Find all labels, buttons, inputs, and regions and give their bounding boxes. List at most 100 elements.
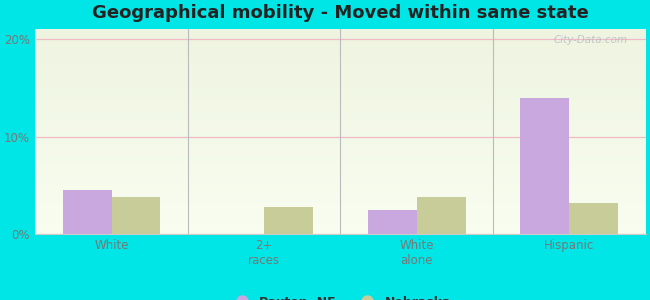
Bar bbox=[35, 170, 646, 172]
Bar bbox=[35, 115, 646, 117]
Bar bbox=[35, 226, 646, 228]
Bar bbox=[35, 88, 646, 91]
Bar bbox=[35, 214, 646, 216]
Bar bbox=[35, 142, 646, 144]
Bar bbox=[35, 193, 646, 195]
Bar bbox=[35, 203, 646, 205]
Bar bbox=[35, 212, 646, 214]
Bar bbox=[35, 230, 646, 232]
Bar bbox=[35, 107, 646, 109]
Bar bbox=[35, 162, 646, 164]
Bar bbox=[569, 203, 618, 234]
Bar bbox=[35, 195, 646, 197]
Bar bbox=[35, 60, 646, 62]
Bar bbox=[35, 95, 646, 97]
Bar bbox=[35, 125, 646, 128]
Bar bbox=[35, 117, 646, 119]
Bar bbox=[35, 218, 646, 220]
Bar bbox=[35, 181, 646, 183]
Bar bbox=[35, 201, 646, 203]
Bar bbox=[264, 207, 313, 234]
Bar bbox=[35, 80, 646, 83]
Bar bbox=[35, 101, 646, 103]
Bar bbox=[35, 172, 646, 175]
Bar bbox=[35, 72, 646, 74]
Bar bbox=[35, 87, 646, 88]
Bar bbox=[35, 109, 646, 111]
Bar bbox=[35, 124, 646, 125]
Bar bbox=[35, 70, 646, 72]
Bar bbox=[35, 197, 646, 199]
Bar bbox=[35, 111, 646, 113]
Bar bbox=[35, 54, 646, 56]
Bar bbox=[35, 46, 646, 48]
Bar bbox=[35, 183, 646, 185]
Bar bbox=[35, 58, 646, 60]
Bar bbox=[35, 140, 646, 142]
Bar bbox=[35, 38, 646, 40]
Bar bbox=[35, 167, 646, 169]
Bar bbox=[35, 35, 646, 38]
Bar bbox=[35, 205, 646, 207]
Bar bbox=[35, 222, 646, 224]
Bar bbox=[35, 130, 646, 132]
Bar bbox=[417, 197, 465, 234]
Text: City-Data.com: City-Data.com bbox=[553, 35, 627, 45]
Bar bbox=[35, 154, 646, 156]
Bar bbox=[35, 144, 646, 146]
Bar bbox=[35, 78, 646, 80]
Bar bbox=[35, 187, 646, 189]
Bar bbox=[35, 216, 646, 218]
Bar bbox=[35, 189, 646, 191]
Bar bbox=[35, 191, 646, 193]
Bar bbox=[35, 64, 646, 66]
Bar bbox=[35, 156, 646, 158]
Bar bbox=[35, 119, 646, 122]
Bar bbox=[35, 224, 646, 226]
Bar bbox=[35, 99, 646, 101]
Bar bbox=[35, 148, 646, 150]
Bar bbox=[35, 132, 646, 134]
Bar bbox=[35, 185, 646, 187]
Bar bbox=[35, 128, 646, 130]
Bar bbox=[35, 105, 646, 107]
Bar bbox=[368, 210, 417, 234]
Bar bbox=[35, 56, 646, 58]
Bar bbox=[35, 31, 646, 33]
Bar bbox=[35, 74, 646, 77]
Bar bbox=[35, 50, 646, 52]
Bar bbox=[35, 158, 646, 160]
Bar bbox=[35, 152, 646, 154]
Bar bbox=[35, 52, 646, 54]
Title: Geographical mobility - Moved within same state: Geographical mobility - Moved within sam… bbox=[92, 4, 589, 22]
Bar bbox=[35, 146, 646, 148]
Bar bbox=[521, 98, 569, 234]
Bar bbox=[35, 138, 646, 140]
Bar bbox=[35, 91, 646, 93]
Bar bbox=[35, 42, 646, 43]
Bar bbox=[35, 232, 646, 234]
Bar bbox=[112, 197, 161, 234]
Bar bbox=[35, 85, 646, 87]
Bar bbox=[35, 134, 646, 136]
Bar bbox=[35, 76, 646, 78]
Bar bbox=[35, 164, 646, 166]
Bar bbox=[35, 62, 646, 64]
Bar bbox=[35, 160, 646, 162]
Bar bbox=[35, 150, 646, 152]
Bar bbox=[63, 190, 112, 234]
Bar bbox=[35, 122, 646, 124]
Bar bbox=[35, 177, 646, 179]
Bar bbox=[35, 66, 646, 68]
Bar bbox=[35, 199, 646, 201]
Bar bbox=[35, 175, 646, 177]
Bar bbox=[35, 48, 646, 50]
Bar bbox=[35, 228, 646, 230]
Bar bbox=[35, 44, 646, 46]
Bar bbox=[35, 136, 646, 138]
Bar bbox=[35, 113, 646, 115]
Bar bbox=[35, 220, 646, 222]
Bar bbox=[35, 103, 646, 105]
Legend: Paxton, NE, Nebraska: Paxton, NE, Nebraska bbox=[224, 291, 456, 300]
Bar bbox=[35, 207, 646, 209]
